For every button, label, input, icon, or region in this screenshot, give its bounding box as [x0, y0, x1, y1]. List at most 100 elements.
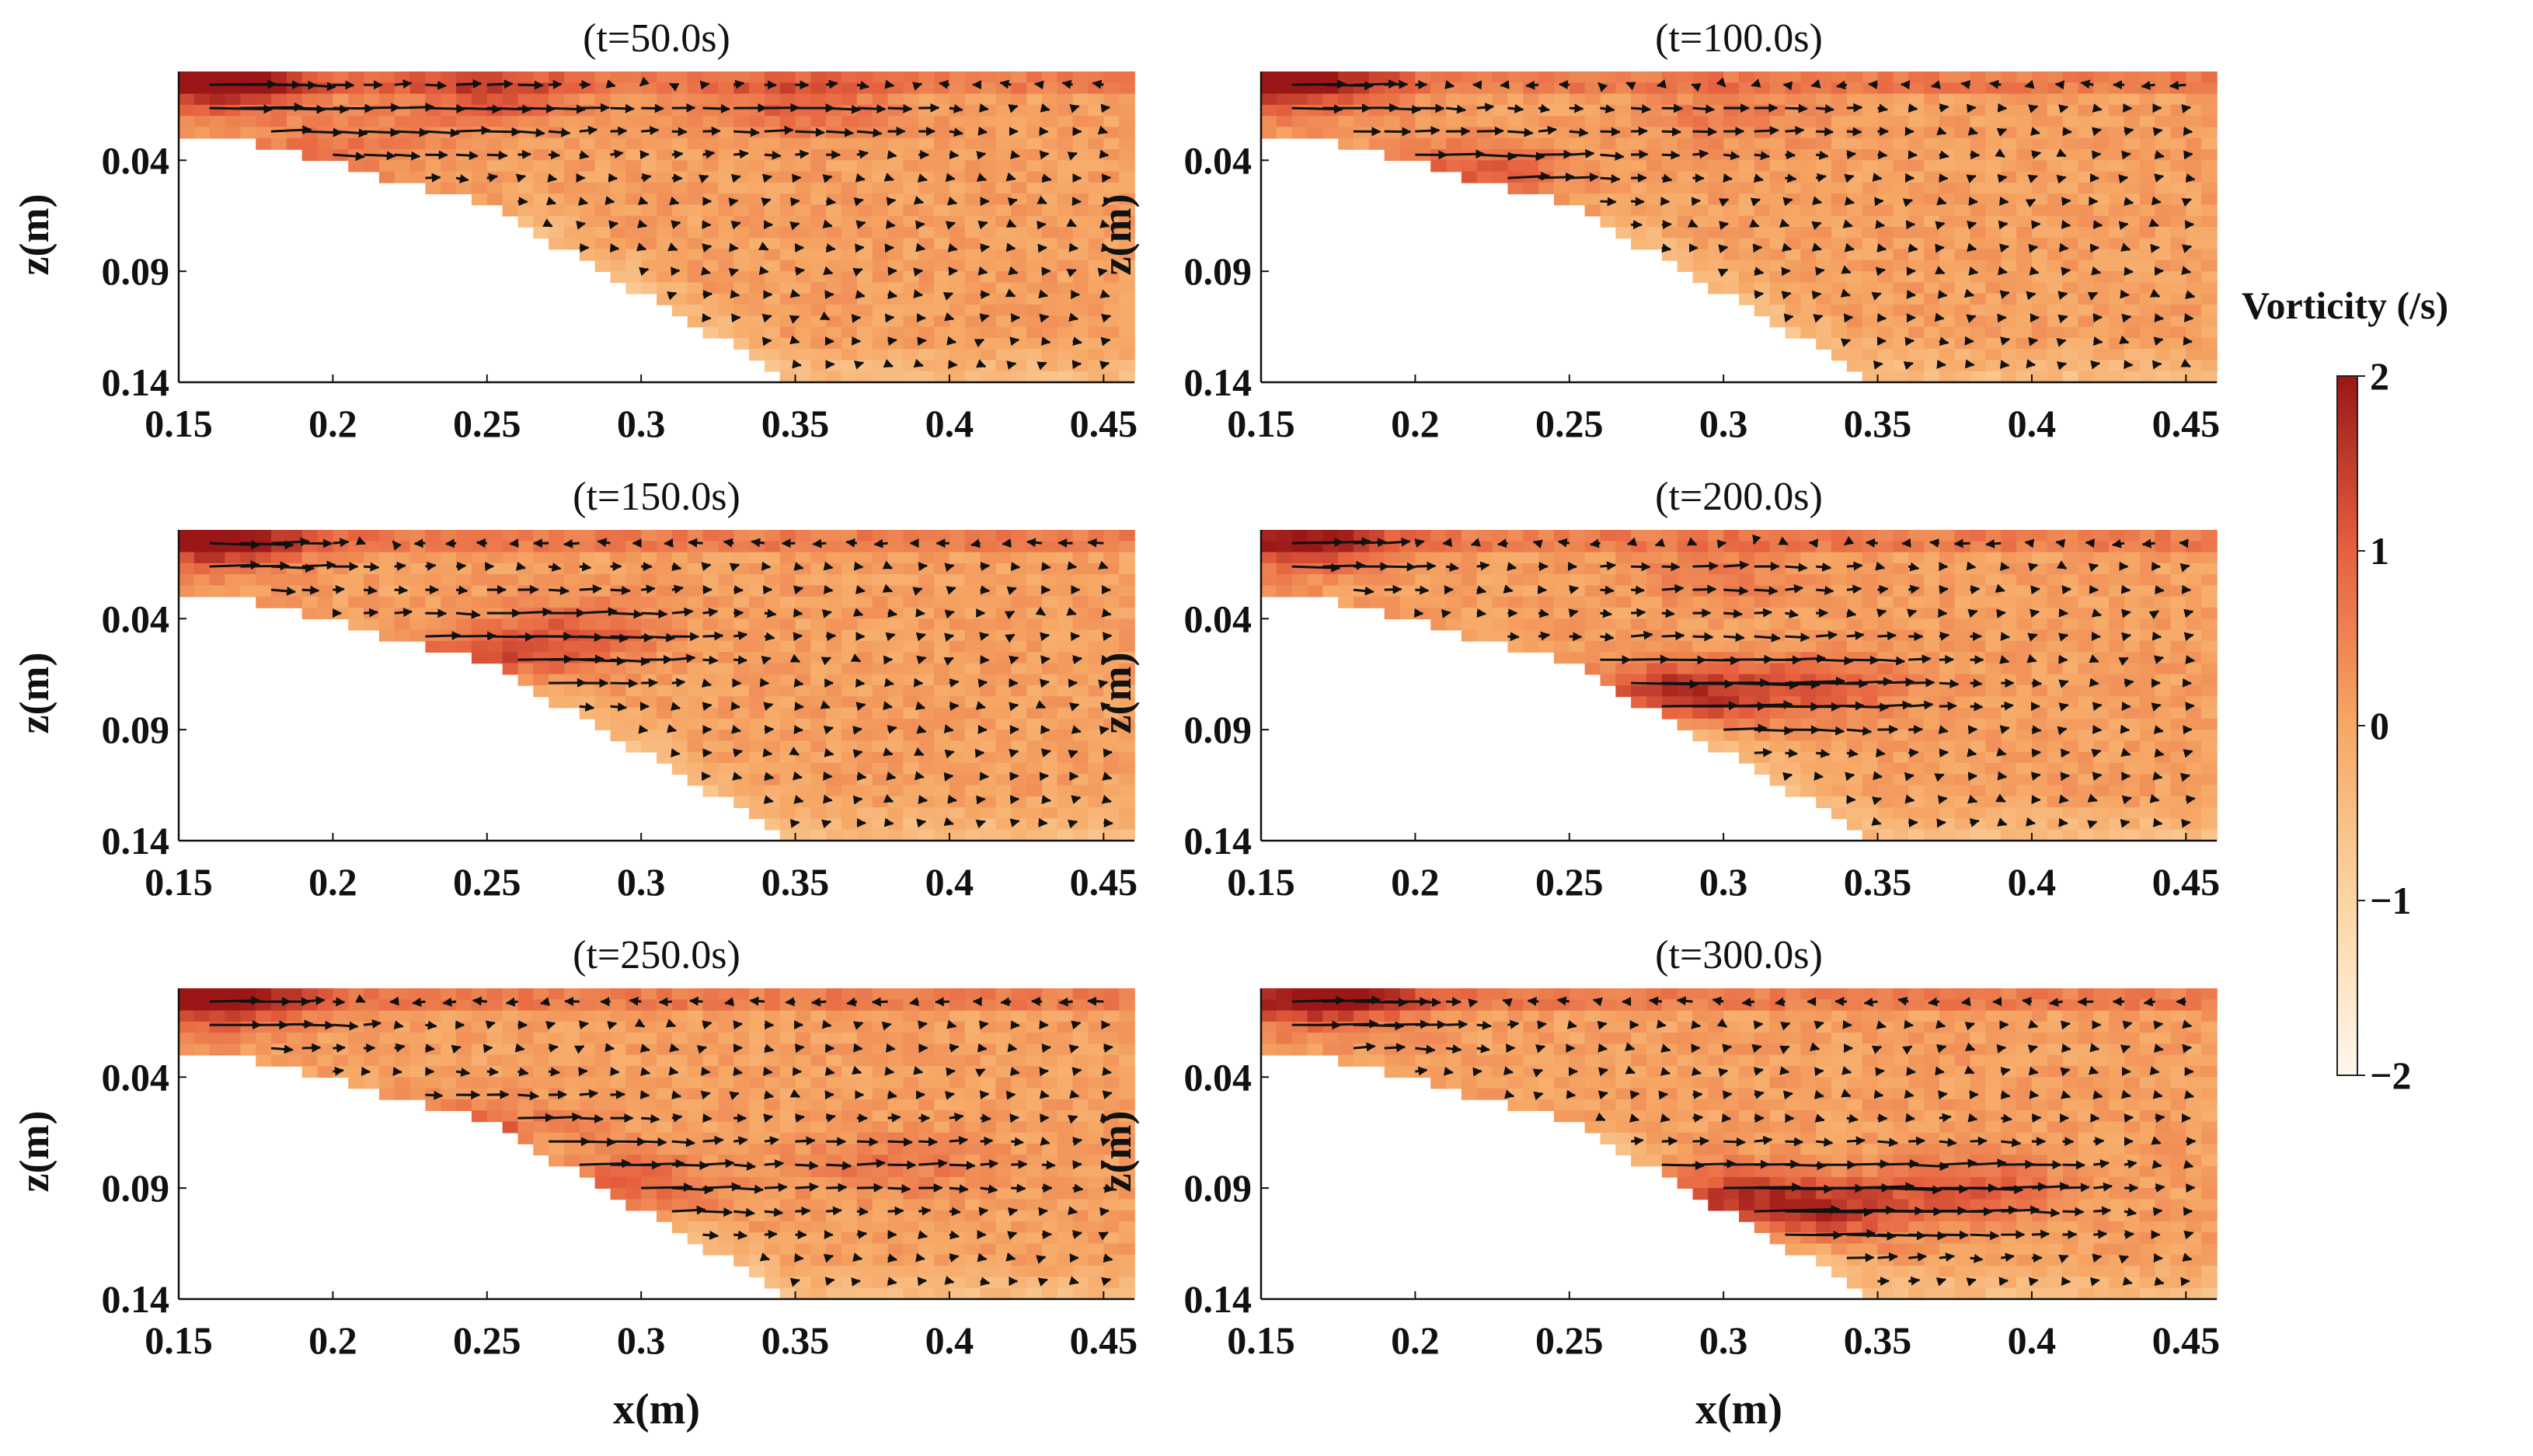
vorticity-cell [286, 596, 303, 608]
vorticity-cell [1276, 93, 1293, 106]
velocity-arrow [486, 172, 499, 183]
vorticity-cell [486, 138, 503, 150]
vorticity-cell [2139, 193, 2156, 206]
vorticity-cell [903, 618, 919, 631]
vorticity-cell [1507, 93, 1524, 106]
vorticity-cell [2109, 260, 2125, 272]
vorticity-cell [333, 596, 349, 608]
vorticity-cell [1985, 337, 2002, 350]
vorticity-cell [1985, 127, 2002, 139]
vorticity-cell [687, 585, 704, 597]
vorticity-cell [1584, 193, 1601, 206]
velocity-arrow [820, 700, 831, 709]
vorticity-cell [2016, 305, 2033, 317]
vorticity-cell [1446, 104, 1462, 117]
vorticity-cell [2093, 282, 2110, 294]
vorticity-cell [579, 215, 596, 228]
vorticity-cell [409, 618, 427, 631]
vorticity-cell [1831, 204, 1848, 217]
vorticity-cell [1692, 116, 1709, 128]
vorticity-cell [764, 541, 781, 553]
vorticity-cell [1862, 530, 1879, 542]
vorticity-cell [286, 138, 303, 150]
vorticity-cell [1692, 685, 1709, 698]
vorticity-cell [2170, 315, 2187, 328]
velocity-arrow [425, 172, 441, 183]
vorticity-cell [641, 93, 657, 106]
vorticity-cell [1723, 82, 1740, 95]
vorticity-cell [1072, 271, 1089, 284]
vorticity-cell [856, 663, 873, 675]
vorticity-cell [980, 249, 997, 261]
vorticity-cell [1584, 149, 1601, 162]
vorticity-cell [348, 608, 364, 620]
vorticity-cell [1846, 93, 1863, 106]
panel-2: (t=100.0s)0.15 0.2 0.25 0.3 0.35 0.4 0.450.040… [1093, 16, 2220, 445]
vorticity-cell [657, 751, 673, 764]
vorticity-cell [1800, 618, 1817, 631]
velocity-arrow [2118, 174, 2129, 184]
vorticity-cell [1461, 585, 1478, 597]
velocity-arrow [821, 819, 832, 829]
vorticity-cell [1739, 260, 1755, 272]
vorticity-cell [1800, 160, 1817, 172]
vorticity-cell [671, 574, 688, 587]
velocity-arrow [733, 149, 749, 159]
vorticity-cell [903, 360, 919, 372]
vorticity-cell [579, 104, 596, 117]
vorticity-cell [1723, 552, 1740, 564]
vorticity-cell [887, 552, 904, 564]
vorticity-cell [625, 149, 642, 162]
vorticity-cell [1523, 138, 1539, 150]
velocity-arrow [855, 678, 866, 688]
vorticity-cell [779, 663, 796, 675]
vorticity-cell [1026, 663, 1043, 675]
vorticity-cell [2047, 293, 2064, 305]
vorticity-cell [779, 360, 796, 372]
vorticity-cell [964, 104, 981, 117]
vorticity-cell [1877, 305, 1894, 317]
velocity-arrow [1846, 127, 1862, 137]
velocity-arrow [884, 313, 895, 323]
vorticity-cell [2109, 116, 2125, 128]
vorticity-cell [887, 305, 904, 317]
vorticity-cell [826, 315, 842, 328]
vorticity-cell [1507, 160, 1524, 172]
vorticity-cell [179, 563, 195, 575]
vorticity-cell [1692, 193, 1709, 206]
vorticity-cell [779, 160, 796, 172]
vorticity-cell [887, 71, 904, 84]
velocity-arrow [1384, 104, 1422, 114]
vorticity-cell [1322, 530, 1339, 542]
vorticity-cell [964, 807, 981, 820]
vorticity-cell [1026, 730, 1043, 742]
vorticity-cell [2201, 138, 2218, 150]
vorticity-cell [1446, 530, 1462, 542]
vorticity-cell [934, 349, 950, 361]
vorticity-cell [441, 530, 457, 542]
vorticity-cell [1677, 618, 1694, 631]
vorticity-cell [779, 563, 796, 575]
vorticity-cell [333, 552, 349, 564]
velocity-arrow [363, 585, 378, 595]
velocity-arrow [1415, 103, 1445, 113]
vorticity-cell [1954, 260, 1971, 272]
vorticity-cell [1103, 227, 1120, 239]
velocity-arrow [671, 266, 681, 277]
velocity-arrow [1936, 359, 1946, 369]
vorticity-cell [810, 293, 827, 305]
vorticity-cell [903, 93, 919, 106]
vorticity-cell [1970, 204, 1987, 217]
vorticity-cell [1584, 552, 1601, 564]
vorticity-cell [456, 640, 472, 653]
vorticity-cell [1291, 563, 1308, 575]
vorticity-cell [995, 171, 1012, 183]
velocity-arrow [1600, 151, 1625, 161]
vorticity-cell [1939, 138, 1956, 150]
vorticity-cell [2109, 138, 2125, 150]
vorticity-cell [2109, 149, 2125, 162]
vorticity-cell [718, 305, 734, 317]
vorticity-cell [887, 763, 904, 775]
vorticity-cell [1677, 707, 1694, 719]
vorticity-cell [1322, 116, 1339, 128]
